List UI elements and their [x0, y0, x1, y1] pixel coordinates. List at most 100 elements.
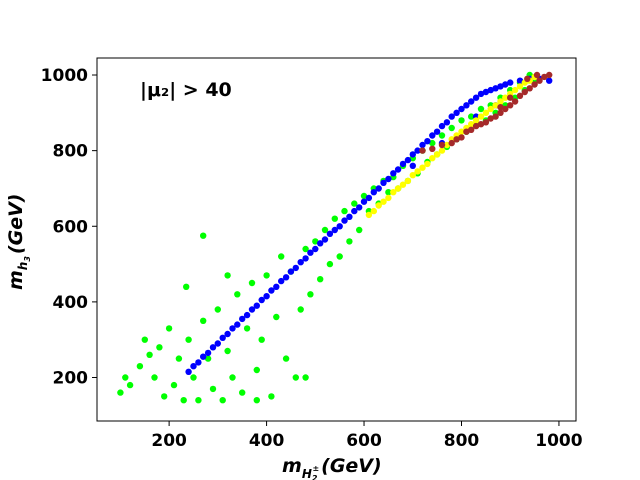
point-yellow-25 — [487, 105, 494, 113]
point-yellow-14 — [433, 151, 441, 158]
point-green-24 — [239, 389, 246, 396]
point-green-69 — [458, 117, 465, 124]
y-tick-label-800: 800 — [53, 142, 89, 162]
point-green-48 — [356, 226, 363, 234]
point-yellow-8 — [404, 177, 412, 185]
point-blue-30 — [331, 226, 338, 234]
point-green-39 — [312, 238, 319, 245]
point-brown-14 — [502, 105, 509, 113]
y-tick-label-200: 200 — [53, 369, 89, 389]
point-yellow-7 — [399, 181, 407, 188]
point-brown-21 — [536, 77, 543, 84]
point-green-20 — [219, 397, 226, 404]
point-green-49 — [360, 192, 368, 200]
point-blue-20 — [282, 274, 290, 281]
x-tick-label-200: 200 — [151, 431, 187, 451]
point-brown-12 — [492, 113, 499, 120]
point-blue-39 — [375, 185, 382, 192]
point-green-22 — [229, 374, 236, 381]
point-brown-27 — [497, 104, 504, 111]
point-brown-6 — [463, 128, 470, 135]
point-green-28 — [258, 336, 265, 343]
point-blue-28 — [321, 236, 329, 243]
point-blue-10 — [234, 321, 241, 328]
point-yellow-26 — [492, 102, 499, 109]
x-tick-label-400: 400 — [249, 431, 285, 451]
point-green-47 — [351, 200, 358, 207]
point-brown-17 — [516, 92, 524, 100]
point-green-63 — [429, 139, 436, 147]
point-green-0 — [117, 389, 124, 396]
point-yellow-5 — [390, 189, 397, 196]
point-brown-10 — [482, 119, 490, 126]
point-green-14 — [190, 374, 197, 381]
point-green-29 — [263, 272, 270, 279]
point-yellow-16 — [443, 141, 451, 149]
point-blue-57 — [463, 102, 470, 109]
point-brown-22 — [541, 73, 548, 81]
point-brown-20 — [531, 81, 538, 88]
point-yellow-11 — [419, 164, 426, 171]
point-yellow-21 — [468, 121, 475, 128]
point-green-40 — [317, 276, 324, 283]
point-blue-12 — [243, 311, 251, 319]
point-blue-19 — [278, 277, 285, 285]
point-blue-48 — [419, 141, 426, 149]
point-green-32 — [278, 253, 285, 260]
point-brown-26 — [507, 94, 514, 101]
point-green-45 — [341, 207, 348, 215]
point-green-17 — [204, 355, 212, 362]
plot-frame — [96, 57, 577, 422]
point-blue-61 — [482, 88, 490, 96]
point-blue-13 — [248, 306, 256, 313]
point-green-8 — [161, 393, 168, 400]
point-brown-5 — [458, 134, 465, 141]
point-green-43 — [331, 215, 338, 222]
point-blue-42 — [390, 170, 397, 177]
point-green-7 — [156, 344, 163, 351]
point-yellow-15 — [438, 147, 446, 154]
point-green-18 — [209, 385, 217, 393]
point-blue-44 — [399, 160, 407, 168]
point-blue-58 — [468, 98, 475, 105]
point-blue-32 — [341, 217, 348, 224]
point-blue-21 — [287, 268, 295, 275]
point-blue-59 — [472, 94, 480, 101]
point-blue-49 — [424, 138, 431, 145]
point-blue-66 — [507, 79, 514, 86]
point-green-87 — [224, 272, 231, 279]
point-blue-38 — [370, 189, 377, 196]
point-green-38 — [307, 291, 314, 298]
point-blue-45 — [404, 156, 412, 164]
point-green-88 — [302, 374, 309, 381]
point-green-37 — [302, 245, 309, 253]
point-blue-33 — [346, 213, 353, 220]
point-blue-46 — [409, 151, 416, 158]
point-green-42 — [326, 260, 334, 268]
point-blue-16 — [263, 293, 270, 300]
point-green-6 — [151, 374, 158, 381]
point-brown-16 — [511, 98, 519, 105]
point-blue-11 — [239, 315, 246, 323]
point-brown-25 — [533, 71, 541, 79]
point-brown-13 — [497, 109, 504, 117]
point-yellow-12 — [424, 160, 431, 168]
annotation-mu2: |μ₂| > 40 — [140, 79, 232, 101]
point-green-5 — [146, 351, 153, 358]
point-green-41 — [321, 226, 329, 234]
y-tick-label-400: 400 — [53, 293, 89, 313]
point-yellow-27 — [497, 98, 504, 105]
y-tick-label-1000: 1000 — [41, 66, 88, 86]
point-green-73 — [477, 105, 485, 113]
point-green-11 — [175, 355, 183, 362]
point-green-12 — [180, 397, 187, 404]
point-blue-56 — [458, 105, 465, 113]
point-blue-65 — [502, 81, 509, 88]
point-yellow-10 — [414, 168, 421, 175]
point-blue-3 — [200, 353, 207, 360]
point-blue-9 — [229, 325, 236, 332]
point-brown-19 — [526, 85, 533, 92]
point-blue-0 — [185, 368, 192, 375]
point-green-31 — [273, 313, 280, 321]
point-green-27 — [253, 366, 260, 374]
